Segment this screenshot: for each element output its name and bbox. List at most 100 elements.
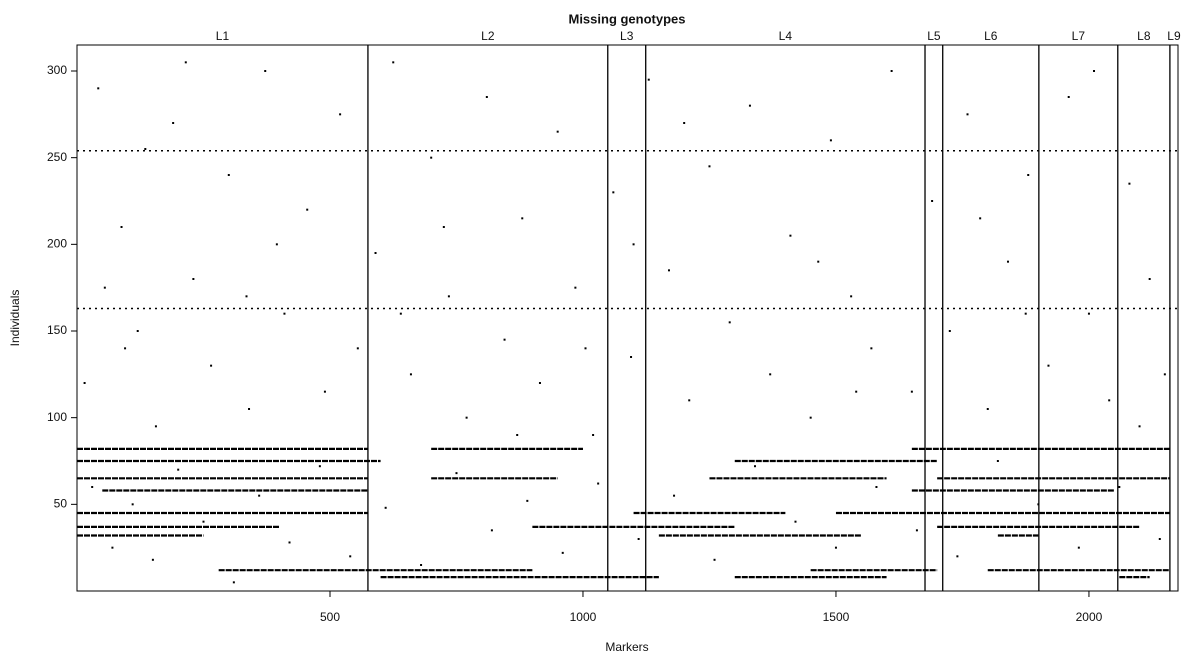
missing-point: [154, 425, 157, 428]
missing-point: [210, 364, 213, 367]
missing-point: [227, 174, 230, 176]
missing-point: [688, 399, 691, 402]
chart-title: Missing genotypes: [568, 11, 685, 26]
missing-point: [632, 243, 635, 246]
missing-point: [875, 486, 878, 488]
missing-point: [526, 499, 529, 502]
missing-point: [612, 191, 615, 194]
group-label: L4: [779, 29, 793, 43]
missing-point: [1047, 364, 1050, 367]
group-label: L1: [216, 29, 230, 43]
group-label: L9: [1167, 29, 1181, 43]
missing-point: [1093, 70, 1096, 72]
missing-point: [956, 555, 959, 558]
missing-point: [948, 330, 951, 332]
missing-point: [184, 61, 187, 64]
missing-point: [986, 408, 989, 410]
missing-point: [136, 330, 139, 332]
missing-point: [708, 165, 711, 168]
missing-point: [485, 96, 488, 98]
missing-point: [592, 434, 595, 436]
missing-point: [258, 494, 261, 497]
missing-point: [111, 546, 114, 549]
missing-point: [910, 390, 913, 393]
missing-point: [131, 503, 134, 506]
missing-point: [1067, 96, 1070, 98]
y-tick-label: 300: [47, 63, 67, 77]
missing-point: [1006, 260, 1009, 263]
missing-point: [516, 434, 519, 436]
missing-point: [521, 217, 524, 220]
missing-point: [339, 113, 342, 116]
missing-point: [855, 390, 858, 393]
missing-point: [556, 130, 559, 133]
missing-point: [713, 558, 716, 561]
missing-point: [1108, 399, 1111, 402]
x-axis-label: Markers: [605, 640, 648, 654]
missing-point: [584, 347, 587, 350]
missing-point: [283, 312, 286, 315]
missing-point: [356, 347, 359, 350]
missing-point: [192, 278, 195, 280]
missing-point: [275, 243, 278, 246]
missing-point: [754, 465, 757, 468]
missing-point: [870, 347, 873, 350]
missing-point: [455, 472, 458, 475]
missing-point: [430, 156, 433, 159]
x-tick-label: 1000: [570, 610, 597, 624]
missing-point: [850, 295, 853, 298]
missing-point: [637, 538, 640, 540]
missing-point: [789, 234, 792, 237]
missing-point: [966, 113, 969, 116]
missing-point: [561, 551, 564, 554]
missing-point: [465, 416, 468, 419]
missing-point: [647, 78, 650, 81]
missing-point: [232, 581, 235, 584]
y-tick-label: 100: [47, 410, 67, 424]
missing-point: [817, 260, 820, 263]
missing-point: [979, 217, 982, 220]
missing-point: [374, 252, 377, 254]
missing-point: [151, 558, 154, 561]
x-tick-label: 500: [320, 610, 340, 624]
missing-point: [245, 295, 248, 298]
missing-point: [683, 122, 686, 124]
y-tick-label: 200: [47, 237, 67, 251]
missing-point: [384, 506, 387, 509]
missing-point: [91, 486, 94, 488]
missing-point: [323, 390, 326, 393]
missing-point: [538, 382, 541, 384]
missing-point: [409, 373, 412, 376]
missing-point: [490, 529, 493, 532]
missing-point: [630, 356, 633, 358]
missing-point: [931, 200, 934, 202]
missing-point: [834, 546, 837, 549]
missing-point: [728, 321, 731, 324]
missing-point: [1128, 182, 1131, 185]
missing-point: [769, 373, 772, 376]
x-tick-label: 2000: [1076, 610, 1103, 624]
missing-point: [144, 148, 147, 150]
missing-point: [306, 208, 309, 211]
missing-point: [202, 520, 205, 523]
missing-point: [1158, 538, 1161, 540]
missing-point: [288, 541, 291, 544]
missing-point: [1024, 312, 1027, 315]
missing-point: [124, 347, 127, 350]
missing-point: [794, 520, 797, 523]
missing-point: [1163, 373, 1166, 376]
missing-point: [503, 338, 506, 341]
missing-point: [1118, 486, 1121, 488]
missing-point: [667, 269, 670, 272]
group-label: L8: [1137, 29, 1151, 43]
missing-point: [399, 312, 402, 315]
group-label: L3: [620, 29, 634, 43]
missing-point: [318, 465, 321, 468]
missing-point: [996, 460, 999, 462]
missing-point: [103, 286, 106, 289]
missing-point: [420, 564, 423, 566]
group-label: L2: [481, 29, 495, 43]
group-label: L6: [984, 29, 998, 43]
